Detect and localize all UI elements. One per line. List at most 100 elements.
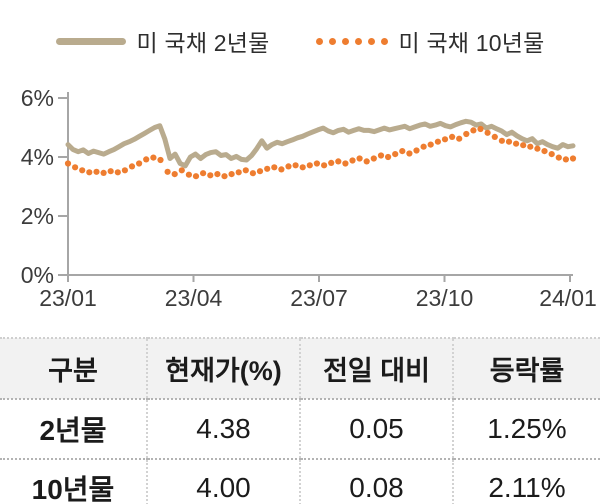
- series-dot: [114, 169, 121, 176]
- series-dot: [562, 156, 570, 163]
- series-dots-10yr: [64, 125, 577, 180]
- col-header-category: 구분: [0, 337, 147, 400]
- series-dot: [107, 168, 114, 175]
- col-header-current-price: 현재가(%): [146, 337, 300, 400]
- series-dot: [399, 148, 406, 155]
- series-dot: [349, 157, 356, 164]
- series-dot: [491, 133, 498, 140]
- series-dot: [292, 162, 299, 169]
- legend-line-swatch-2yr: [55, 37, 126, 45]
- y-tick-label: 0%: [21, 262, 54, 288]
- cell-10yr-price: 4.00: [146, 459, 300, 504]
- series-dot: [342, 160, 349, 167]
- row-label-10yr: 10년물: [31, 474, 115, 504]
- legend-dot-icon: [315, 37, 323, 45]
- series-dot: [335, 158, 342, 165]
- chart-legend: 미 국채 2년물 미 국채 10년물: [0, 24, 600, 58]
- legend-dot-icon: [354, 37, 362, 45]
- series-dot: [513, 140, 520, 147]
- legend-dots-swatch-10yr: [315, 37, 388, 45]
- yield-line-chart: 6% 4% 2% 0%23/01 23/04 23/07 23/10 24/01: [21, 85, 597, 311]
- cell-2yr-change: 0.05: [299, 399, 453, 460]
- series-dot: [470, 127, 477, 134]
- series-dot: [377, 152, 385, 159]
- series-dot: [121, 167, 128, 174]
- series-dot: [278, 166, 285, 173]
- series-dot: [79, 167, 86, 174]
- legend-dot-icon: [367, 37, 375, 45]
- x-tick-label: 23/01: [39, 285, 97, 311]
- series-dot: [505, 138, 513, 145]
- series-dot: [306, 162, 313, 169]
- col-header-change-rate: 등락률: [452, 337, 600, 400]
- series-dot: [413, 147, 420, 154]
- series-dot: [299, 164, 306, 171]
- cell-2yr-change-rate: 1.25%: [452, 399, 600, 460]
- series-dot: [441, 136, 449, 143]
- series-dot: [356, 155, 363, 162]
- legend-dot-icon: [341, 37, 349, 45]
- series-dot: [221, 173, 228, 180]
- legend-item-2yr: 미 국채 2년물: [55, 24, 270, 58]
- series-dot: [100, 169, 107, 176]
- series-dot: [541, 148, 548, 155]
- series-dot: [128, 163, 136, 170]
- series-dot: [157, 156, 164, 164]
- y-tick-label: 6%: [21, 85, 54, 111]
- legend-dot-icon: [328, 37, 336, 45]
- series-dot: [235, 169, 242, 176]
- series-dot: [527, 143, 534, 150]
- series-dot: [477, 125, 484, 133]
- table-header-row: 구분 현재가(%) 전일 대비 등락률: [0, 337, 600, 400]
- table-row-10yr: 10년물 4.00 0.08 2.11%: [0, 459, 600, 504]
- series-dot: [370, 155, 377, 162]
- series-dot: [136, 160, 143, 167]
- series-dot: [93, 168, 100, 175]
- series-dot: [548, 151, 555, 158]
- series-dot: [86, 169, 93, 176]
- series-dot: [264, 165, 271, 172]
- series-dot: [427, 141, 434, 148]
- series-dot: [520, 142, 527, 149]
- series-dot: [321, 162, 328, 169]
- cell-10yr-change: 0.08: [299, 459, 453, 504]
- series-dot: [363, 158, 370, 165]
- series-dot: [214, 171, 221, 178]
- series-dot: [64, 160, 72, 167]
- series-dot: [256, 168, 264, 175]
- series-dot: [463, 130, 470, 138]
- legend-item-10yr: 미 국채 10년물: [315, 24, 545, 58]
- series-dot: [164, 168, 171, 175]
- series-dot: [406, 150, 413, 157]
- x-tick-label: 24/01: [539, 285, 597, 311]
- cell-2yr-price: 4.38: [146, 399, 300, 460]
- row-label-2yr: 2년물: [0, 399, 147, 460]
- series-dot: [285, 163, 292, 170]
- series-dot: [569, 155, 577, 162]
- y-tick-label: 2%: [21, 203, 54, 229]
- series-dot: [449, 133, 456, 140]
- series-dot: [385, 153, 392, 161]
- series-dot: [242, 167, 249, 174]
- series-dot: [150, 154, 157, 161]
- y-tick-label: 4%: [21, 144, 54, 170]
- series-dot: [185, 171, 192, 178]
- series-dot: [498, 137, 505, 144]
- series-dot: [555, 154, 562, 161]
- series-dot: [271, 164, 278, 171]
- cell-10yr-change-rate: 2.11%: [452, 459, 600, 504]
- x-tick-label: 23/04: [165, 285, 223, 311]
- legend-label-2yr: 미 국채 2년물: [136, 30, 270, 56]
- col-header-daily-change: 전일 대비: [299, 337, 453, 400]
- series-dot: [228, 171, 235, 178]
- series-line-2yr: [65, 118, 576, 169]
- yield-summary-table: 구분 현재가(%) 전일 대비 등락률 2년물 4.38 0.05 1.25% …: [0, 337, 600, 504]
- series-dot: [72, 164, 79, 171]
- series-dot: [207, 172, 214, 179]
- series-dot: [484, 129, 491, 136]
- series-dot: [200, 170, 207, 177]
- series-dot: [249, 170, 256, 177]
- series-dot: [534, 145, 541, 152]
- series-dot: [192, 173, 200, 180]
